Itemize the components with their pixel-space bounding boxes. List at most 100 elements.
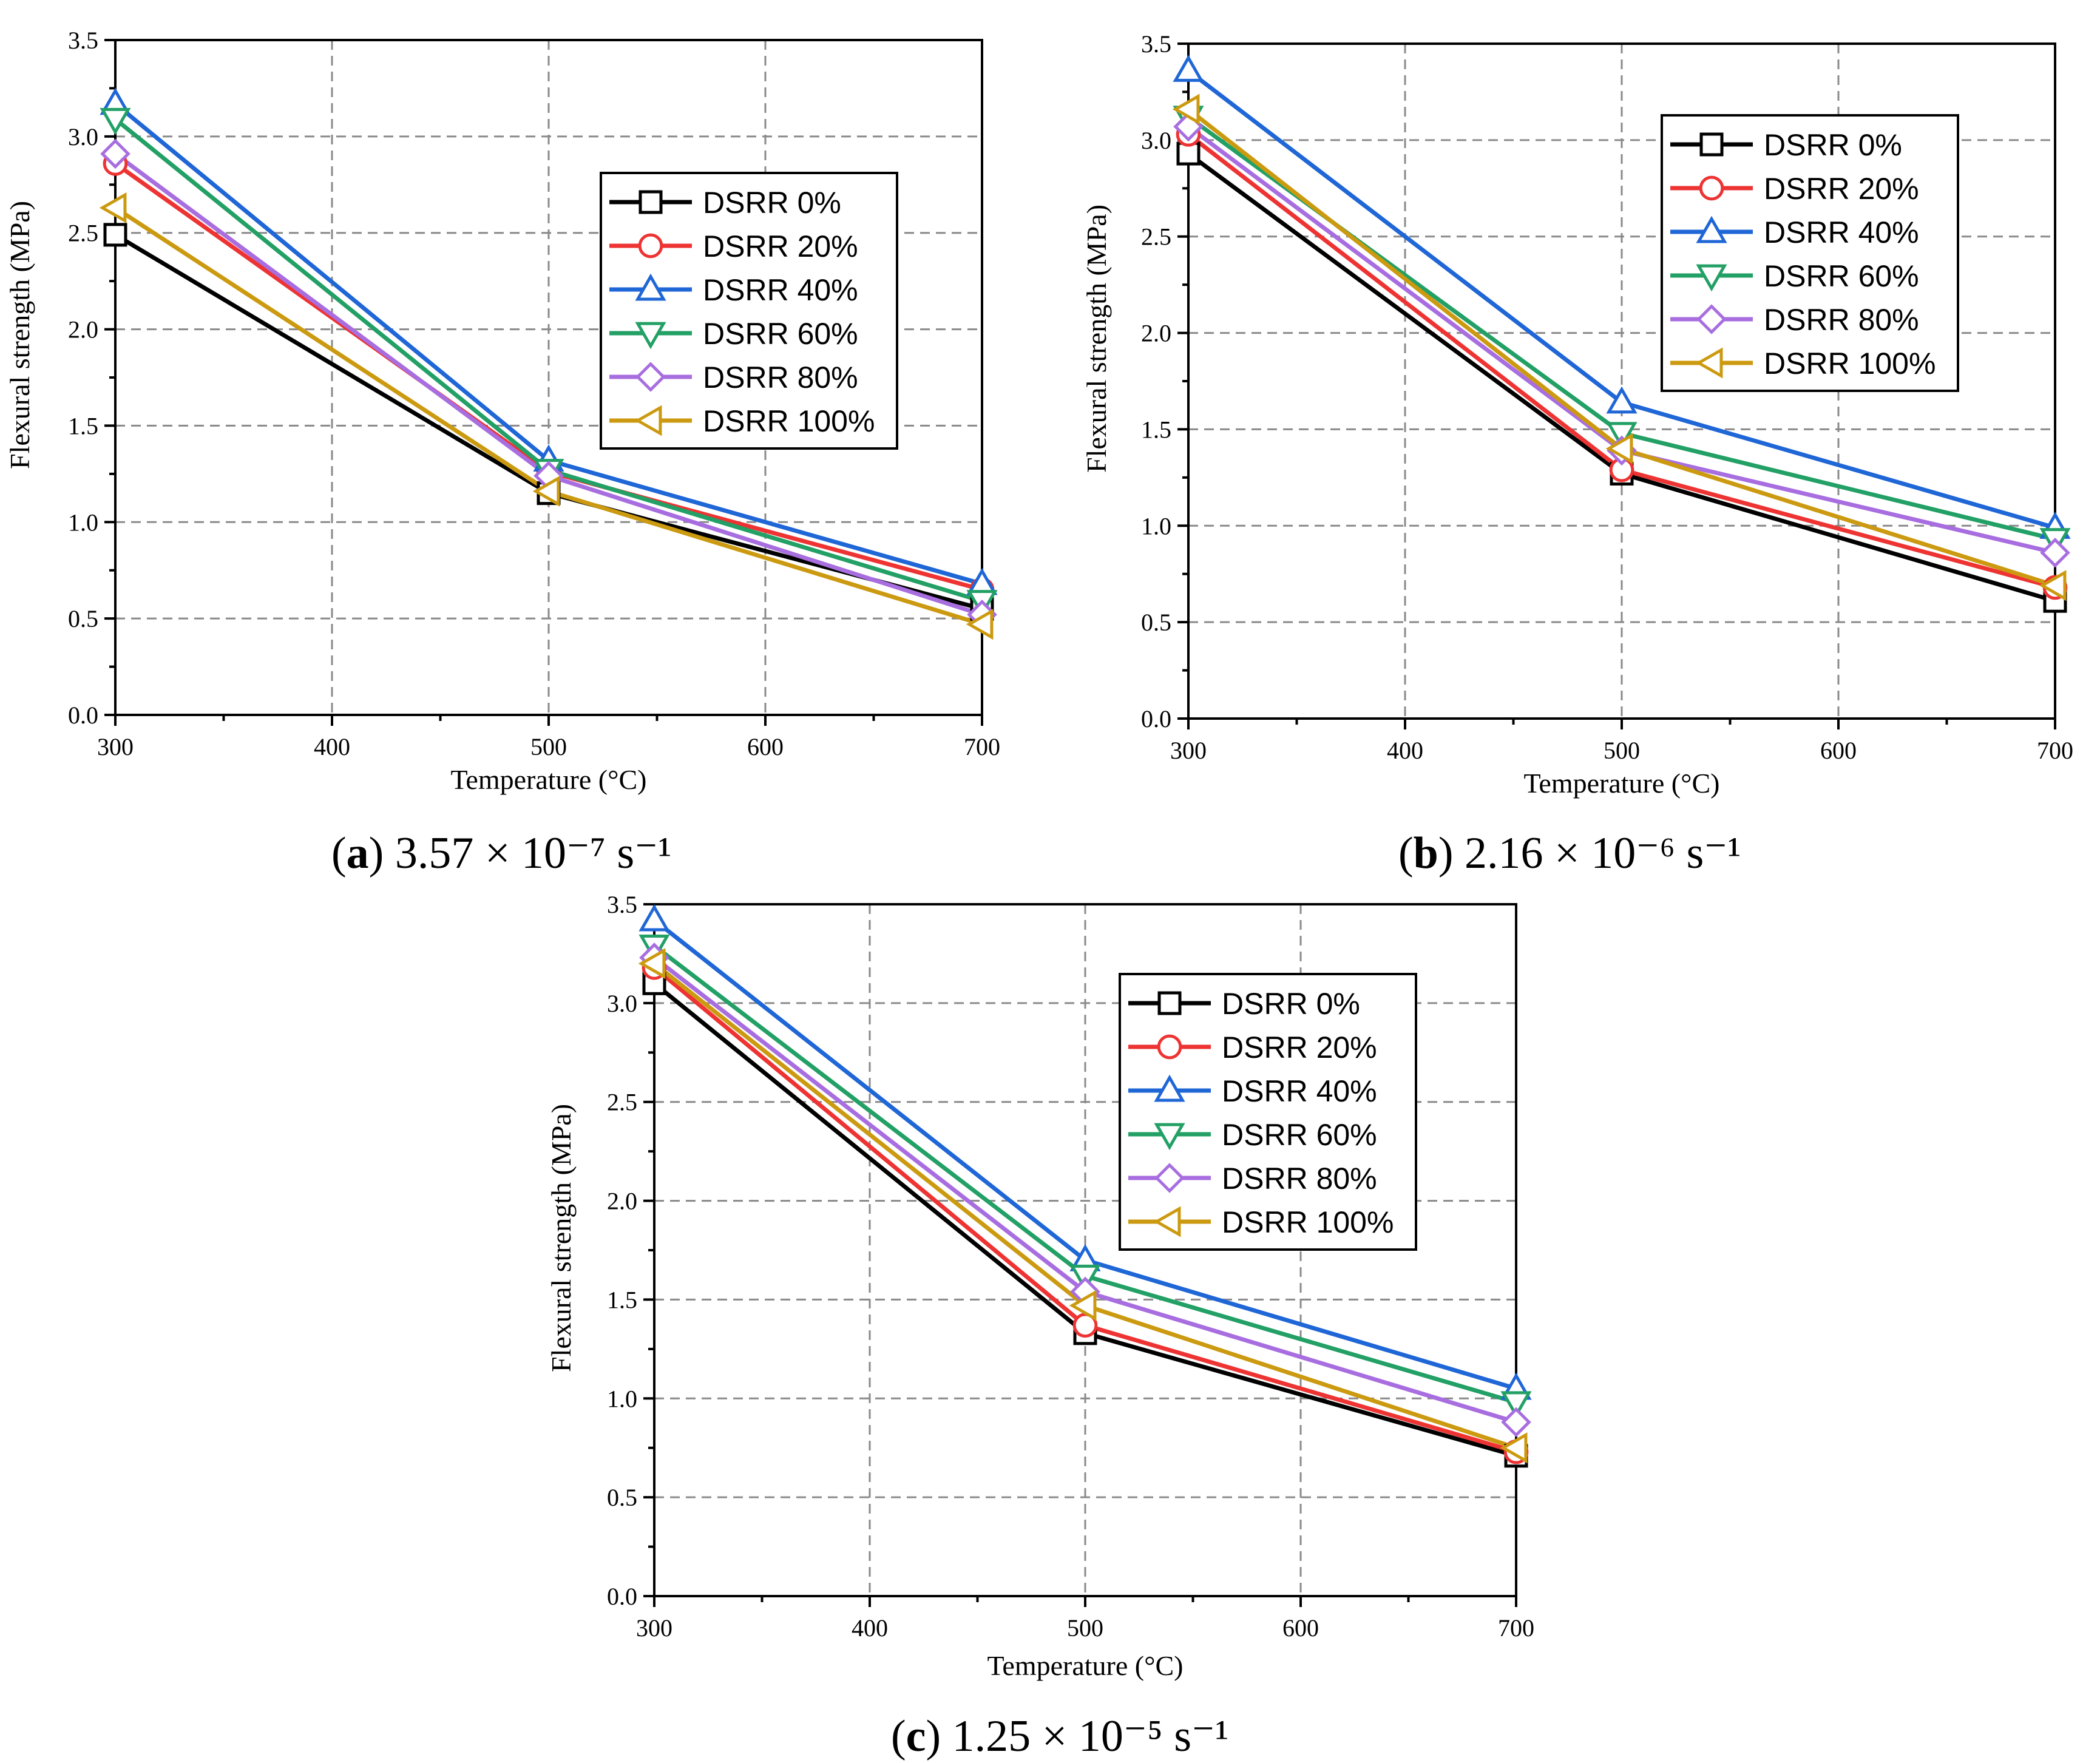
x-axis-label: Temperature (°C) <box>987 1650 1184 1681</box>
legend-marker <box>1154 1123 1185 1151</box>
legend-label: DSRR 0% <box>1764 128 1902 162</box>
legend: DSRR 0% DSRR 20% DSRR 40% DSRR 60% DSRR 80% D… <box>1661 114 1959 392</box>
legend-marker <box>635 362 666 392</box>
x-tick-label: 400 <box>314 733 350 760</box>
x-tick-label: 700 <box>2037 737 2073 764</box>
y-tick-label: 3.5 <box>607 891 637 918</box>
data-point-marker <box>2039 570 2067 601</box>
legend-label: DSRR 40% <box>703 273 858 307</box>
legend-label: DSRR 100% <box>703 404 875 438</box>
legend-label: DSRR 20% <box>1222 1030 1377 1064</box>
legend-marker <box>635 322 666 350</box>
legend-marker <box>1696 304 1727 334</box>
y-tick-label: 2.5 <box>68 220 98 247</box>
data-point-marker <box>966 609 994 640</box>
y-tick-label: 2.0 <box>68 316 98 343</box>
legend-marker <box>1153 1206 1181 1237</box>
legend-marker <box>634 405 662 436</box>
y-tick-label: 2.0 <box>607 1188 637 1215</box>
y-tick-label: 3.5 <box>1141 30 1171 58</box>
x-tick-label: 300 <box>1170 737 1207 764</box>
caption-label: a <box>347 828 369 878</box>
data-point-marker <box>100 138 130 169</box>
data-point-marker <box>1173 55 1204 82</box>
y-axis-label: Flexural strength (MPa) <box>1081 205 1112 473</box>
y-tick-label: 3.5 <box>68 27 98 54</box>
legend-marker <box>1699 175 1724 201</box>
y-tick-label: 3.0 <box>68 123 98 151</box>
chart-panel-c: 300 400 500 600 700 0.0 0.5 1.0 1.5 2.0 2.5 3.0 3.5 T… <box>546 891 1534 1761</box>
x-tick-label: 300 <box>97 733 134 760</box>
y-tick-label: 1.5 <box>1141 416 1171 443</box>
x-tick-label: 400 <box>1387 737 1423 764</box>
data-point-marker <box>99 192 127 223</box>
legend-label: DSRR 60% <box>703 317 858 351</box>
y-tick-label: 0.0 <box>1141 705 1171 733</box>
panel-caption: (a) 3.57 × 10⁻⁷ s⁻¹ <box>331 828 671 878</box>
data-point-marker <box>638 904 670 932</box>
legend-label: DSRR 40% <box>1764 215 1919 249</box>
caption-paren: ( <box>1398 828 1414 878</box>
y-tick-label: 1.5 <box>68 412 98 439</box>
legend-label: DSRR 0% <box>1222 987 1360 1021</box>
legend-label: DSRR 80% <box>1222 1162 1377 1196</box>
legend-marker <box>1157 991 1182 1015</box>
x-tick-label: 700 <box>1498 1614 1534 1642</box>
legend-marker <box>1696 215 1727 243</box>
legend-box <box>600 172 898 450</box>
legend-label: DSRR 100% <box>1222 1205 1394 1239</box>
caption-text: 2.16 × 10⁻⁶ s⁻¹ <box>1465 828 1741 878</box>
y-axis-label: Flexural strength (MPa) <box>546 1104 577 1372</box>
legend-box <box>1119 973 1417 1251</box>
x-tick-label: 600 <box>747 733 784 760</box>
data-point-marker <box>1500 1391 1532 1419</box>
y-tick-label: 3.0 <box>607 990 637 1017</box>
legend-marker <box>638 190 663 214</box>
legend-label: DSRR 60% <box>1222 1118 1377 1152</box>
caption-text: 1.25 × 10⁻⁵ s⁻¹ <box>952 1711 1229 1761</box>
x-tick-label: 600 <box>1282 1614 1319 1642</box>
legend-label: DSRR 20% <box>1764 172 1919 206</box>
data-point-marker <box>1069 1290 1097 1321</box>
legend-label: DSRR 100% <box>1764 347 1936 381</box>
y-tick-label: 3.0 <box>1141 127 1171 154</box>
x-tick-label: 300 <box>636 1614 672 1642</box>
y-tick-label: 0.5 <box>68 605 98 632</box>
legend-label: DSRR 80% <box>703 360 858 394</box>
x-tick-label: 500 <box>1604 737 1640 764</box>
x-tick-label: 500 <box>1067 1614 1103 1642</box>
x-axis-label: Temperature (°C) <box>1524 768 1720 799</box>
legend-marker <box>635 273 666 301</box>
x-tick-label: 600 <box>1820 737 1857 764</box>
data-point-marker <box>2040 537 2070 568</box>
data-point-marker <box>1172 93 1200 125</box>
data-point-marker <box>1605 433 1633 464</box>
legend-marker <box>638 233 663 259</box>
y-tick-label: 2.5 <box>1141 223 1171 251</box>
legend-label: DSRR 0% <box>703 186 841 220</box>
legend-marker <box>1157 1034 1182 1060</box>
legend-marker <box>1154 1163 1185 1193</box>
legend-marker <box>1696 264 1727 292</box>
legend-label: DSRR 40% <box>1222 1074 1377 1108</box>
caption-paren: ) <box>369 828 395 878</box>
y-tick-label: 2.0 <box>1141 320 1171 347</box>
legend-marker <box>1154 1074 1185 1102</box>
x-tick-label: 700 <box>964 733 1000 760</box>
chart-panel-b: 300 400 500 600 700 0.0 0.5 1.0 1.5 2.0 2.5 3.0 3.5 T… <box>1081 30 2073 878</box>
legend-label: DSRR 80% <box>1764 303 1919 337</box>
legend-marker <box>1695 347 1723 379</box>
y-tick-label: 0.5 <box>607 1484 637 1511</box>
x-tick-label: 500 <box>530 733 567 760</box>
y-axis-label: Flexural strength (MPa) <box>4 201 35 469</box>
data-point-marker <box>103 223 127 247</box>
legend: DSRR 0% DSRR 20% DSRR 40% DSRR 60% DSRR 80% D… <box>600 172 898 450</box>
data-point-marker <box>1500 1432 1528 1464</box>
panel-caption: (b) 2.16 × 10⁻⁶ s⁻¹ <box>1398 828 1741 878</box>
x-tick-label: 400 <box>852 1614 888 1642</box>
y-tick-label: 0.0 <box>68 702 98 729</box>
legend-box <box>1661 114 1959 392</box>
caption-paren: ( <box>891 1711 906 1761</box>
legend: DSRR 0% DSRR 20% DSRR 40% DSRR 60% DSRR 80% D… <box>1119 973 1417 1251</box>
